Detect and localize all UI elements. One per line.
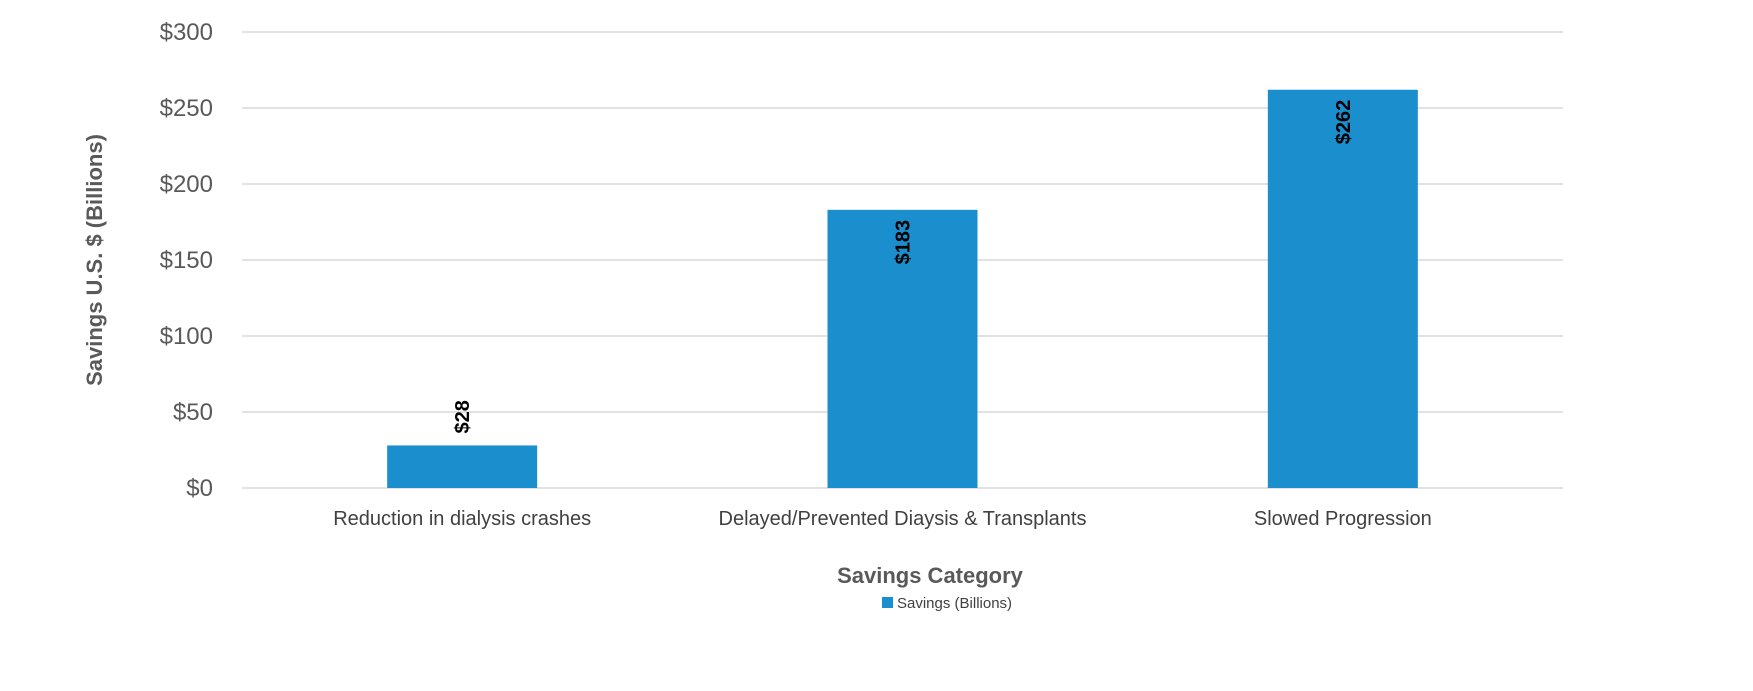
y-tick-label: $150 [160, 247, 213, 274]
y-tick-label: $250 [160, 95, 213, 122]
bars [387, 89, 1418, 488]
data-labels: $28 $183 $262 [452, 100, 1355, 434]
data-label: $183 [893, 220, 915, 265]
data-label: $262 [1333, 100, 1355, 145]
y-tick-label: $100 [160, 323, 213, 350]
y-axis-ticks: $0 $50 $100 $150 $200 $250 $300 [160, 19, 213, 502]
y-tick-label: $0 [186, 475, 213, 502]
x-axis-categories: Reduction in dialysis crashes Delayed/Pre… [333, 508, 1432, 530]
legend-swatch [882, 597, 893, 608]
y-axis-title: Savings U.S. $ (Billions) [82, 134, 107, 386]
data-label: $28 [452, 400, 474, 433]
bar [827, 209, 978, 488]
y-tick-label: $200 [160, 171, 213, 198]
legend: Savings (Billions) [882, 595, 1012, 612]
x-category-label: Slowed Progression [1254, 508, 1432, 530]
x-axis-title: Savings Category [837, 563, 1024, 588]
bar [387, 445, 538, 488]
bar [1267, 89, 1418, 488]
x-category-label: Reduction in dialysis crashes [333, 508, 591, 530]
y-tick-label: $300 [160, 19, 213, 46]
legend-label: Savings (Billions) [897, 595, 1012, 612]
y-tick-label: $50 [173, 399, 213, 426]
x-category-label: Delayed/Prevented Diaysis & Transplants [719, 508, 1087, 530]
